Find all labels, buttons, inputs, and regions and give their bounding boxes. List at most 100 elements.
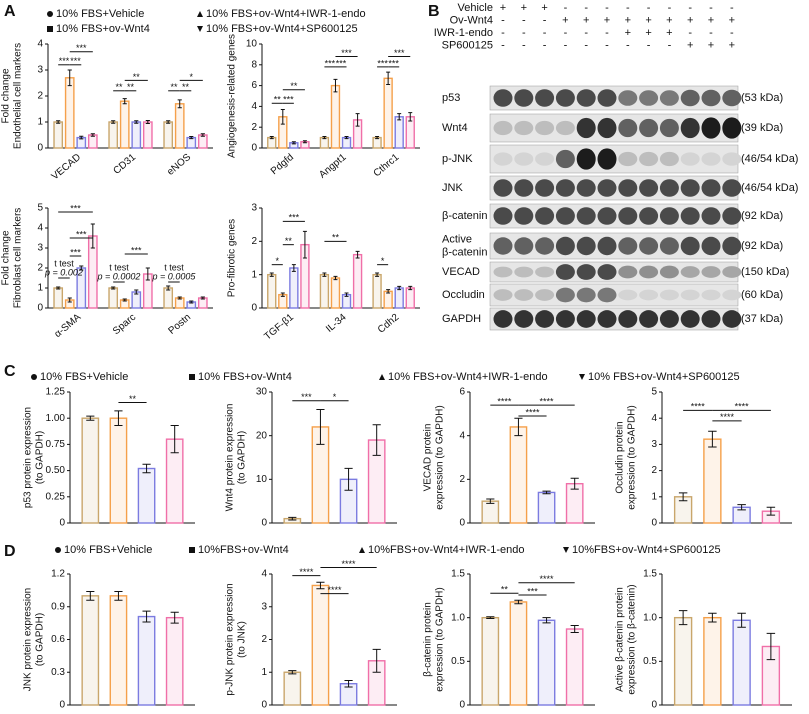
legend-label: 10% FBS+ov-Wnt4+SP600125 bbox=[588, 371, 740, 383]
blot-band bbox=[555, 207, 575, 225]
y-tick-label: 1 bbox=[651, 491, 657, 502]
bar bbox=[53, 287, 64, 309]
significance-label: * bbox=[381, 256, 385, 266]
y-tick-label: 2 bbox=[251, 236, 257, 247]
treatment-sign: + bbox=[729, 14, 735, 26]
legend-marker bbox=[563, 547, 569, 553]
bar bbox=[330, 84, 341, 149]
significance-label: *** bbox=[70, 203, 81, 213]
treatment-sign: - bbox=[605, 27, 609, 39]
error-bar bbox=[111, 286, 116, 290]
blot-band bbox=[618, 207, 638, 225]
significance-label: *** bbox=[377, 58, 388, 68]
blot-band bbox=[576, 179, 596, 197]
blot-band bbox=[555, 179, 575, 197]
treatment-sign: - bbox=[501, 27, 505, 39]
error-bar bbox=[678, 492, 688, 502]
legend-label: 10%FBS+ov-Wnt4+IWR-1-endo bbox=[368, 544, 525, 556]
y-tick-label: 20 bbox=[256, 430, 268, 441]
error-bar bbox=[302, 140, 307, 144]
blot-band bbox=[618, 90, 638, 106]
error-bar bbox=[86, 590, 95, 601]
blot-band bbox=[576, 207, 596, 225]
error-bar bbox=[397, 113, 402, 121]
bar bbox=[673, 616, 693, 706]
blot-band bbox=[576, 89, 596, 107]
bar bbox=[283, 671, 302, 706]
blot-band bbox=[576, 148, 596, 170]
blot-band bbox=[514, 152, 534, 166]
band-label: JNK bbox=[442, 182, 463, 194]
treatment-sign: - bbox=[709, 27, 713, 39]
blot-band bbox=[701, 89, 721, 107]
error-bar bbox=[737, 504, 746, 511]
blot-band bbox=[722, 266, 742, 278]
band-label: Occludin bbox=[442, 289, 485, 301]
error-bar bbox=[344, 467, 353, 491]
y-tick-label: 1 bbox=[261, 667, 267, 678]
error-bar bbox=[280, 109, 285, 125]
y-tick-label: 6 bbox=[251, 80, 257, 91]
error-bar bbox=[114, 410, 123, 427]
bar bbox=[119, 100, 130, 149]
error-bar bbox=[486, 498, 495, 504]
treatment-sign: - bbox=[626, 2, 630, 14]
error-bar bbox=[142, 463, 151, 474]
blot-band bbox=[535, 237, 555, 255]
treatment-sign: - bbox=[668, 39, 672, 51]
blot-band bbox=[618, 151, 638, 167]
treatment-sign: - bbox=[522, 39, 526, 51]
treatment-sign: - bbox=[709, 2, 713, 14]
y-axis-label: β-catenin protein bbox=[423, 602, 434, 677]
error-bar bbox=[766, 506, 776, 516]
bar bbox=[537, 619, 556, 706]
blot-band bbox=[639, 90, 659, 106]
y-tick-label: 3 bbox=[261, 601, 267, 612]
blot-band bbox=[514, 120, 534, 136]
band-size: (53 kDa) bbox=[741, 92, 783, 104]
significance-label: ** bbox=[285, 236, 293, 246]
blot-band bbox=[535, 152, 555, 166]
error-bar bbox=[291, 264, 296, 272]
error-bar bbox=[542, 617, 551, 624]
y-tick-label: 0.5 bbox=[451, 656, 465, 667]
bar bbox=[81, 595, 100, 706]
y-tick-label: 0.6 bbox=[51, 634, 65, 645]
treatment-sign: + bbox=[645, 14, 651, 26]
blot-band bbox=[659, 179, 679, 197]
band-label: GAPDH bbox=[442, 313, 481, 325]
blot-band bbox=[722, 152, 742, 166]
legend-marker bbox=[31, 374, 37, 380]
blot-band bbox=[659, 289, 679, 301]
y-tick-label: 1.0 bbox=[643, 612, 657, 623]
significance-label: *** bbox=[59, 56, 70, 66]
significance-label: ** bbox=[127, 82, 135, 92]
blot-band bbox=[639, 265, 659, 279]
y-tick-label: 0 bbox=[459, 518, 465, 529]
treatment-sign: - bbox=[584, 2, 588, 14]
y-tick-label: 0 bbox=[37, 303, 43, 314]
blot-band bbox=[535, 120, 555, 136]
blot-band bbox=[618, 265, 638, 279]
significance-label: ** bbox=[332, 233, 340, 243]
bar bbox=[383, 77, 393, 149]
blot-band bbox=[701, 289, 721, 301]
legend-label: 10%FBS+ov-Wnt4+SP600125 bbox=[572, 544, 721, 556]
error-bar bbox=[67, 69, 72, 87]
error-bar bbox=[386, 289, 391, 294]
blot-band bbox=[659, 310, 679, 328]
y-tick-label: 2 bbox=[251, 122, 257, 133]
y-tick-label: 6 bbox=[459, 387, 465, 398]
y-tick-label: 4 bbox=[459, 430, 465, 441]
significance-label: t test bbox=[164, 262, 184, 272]
bar bbox=[330, 277, 341, 309]
blot-band bbox=[597, 287, 617, 303]
y-tick-label: 1.0 bbox=[451, 612, 465, 623]
error-bar bbox=[570, 477, 579, 490]
error-bar bbox=[316, 408, 325, 445]
y-tick-label: 4 bbox=[37, 223, 43, 234]
y-axis-label: Occludin protein bbox=[615, 421, 626, 493]
blot-band bbox=[659, 118, 679, 138]
legend-label: 10% FBS+ov-Wnt4+SP600125 bbox=[206, 23, 358, 35]
error-bar bbox=[737, 612, 746, 628]
